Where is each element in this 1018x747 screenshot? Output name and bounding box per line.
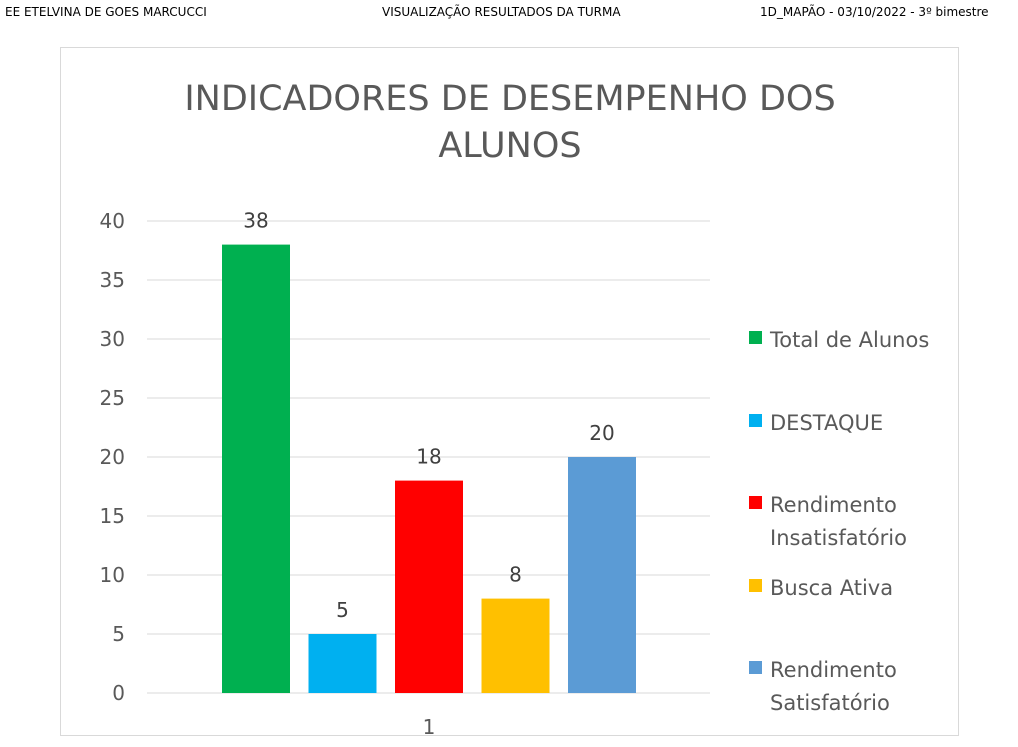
y-tick-label: 10 <box>100 563 125 587</box>
legend-swatch <box>749 414 762 427</box>
data-label: 20 <box>589 421 614 445</box>
legend-label: Total de Alunos <box>769 328 929 352</box>
y-tick-label: 0 <box>112 681 125 705</box>
bar-chart: INDICADORES DE DESEMPENHO DOS ALUNOS 0 5 10 1… <box>100 79 930 737</box>
chart-title-line: INDICADORES DE DESEMPENHO DOS <box>184 79 835 119</box>
legend-label: Rendimento <box>770 658 897 682</box>
y-tick-label: 5 <box>112 622 125 646</box>
legend-label: DESTAQUE <box>770 411 883 435</box>
y-tick-label: 20 <box>100 445 125 469</box>
legend-label: Insatisfatório <box>770 526 907 550</box>
data-label: 5 <box>336 598 349 622</box>
y-tick-label: 25 <box>100 386 125 410</box>
chart-container: INDICADORES DE DESEMPENHO DOS ALUNOS 0 5 10 1… <box>60 47 959 737</box>
x-category-label: 1 <box>423 715 436 737</box>
legend-label: Busca Ativa <box>770 576 893 600</box>
bar-rendimento-insatisfat-rio <box>395 480 463 693</box>
bar-rendimento-satisfat-rio <box>568 457 636 693</box>
legend-swatch <box>749 661 762 674</box>
y-tick-label: 15 <box>100 504 125 528</box>
legend-swatch <box>749 331 762 344</box>
data-label: 18 <box>416 445 441 469</box>
bar-total-de-alunos <box>222 244 290 693</box>
header-view-title: VISUALIZAÇÃO RESULTADOS DA TURMA <box>382 5 621 19</box>
y-tick-label: 30 <box>100 327 125 351</box>
header-report-info: 1D_MAPÃO - 03/10/2022 - 3º bimestre <box>760 5 989 19</box>
chart-title-line: ALUNOS <box>438 126 581 166</box>
bar-destaque <box>308 634 377 693</box>
legend-label: Rendimento <box>770 493 897 517</box>
legend-swatch <box>749 496 762 509</box>
y-tick-label: 40 <box>100 209 125 233</box>
data-label: 38 <box>243 209 268 233</box>
legend-swatch <box>749 579 762 592</box>
data-label: 8 <box>509 563 522 587</box>
y-tick-label: 35 <box>100 268 125 292</box>
bar-busca-ativa <box>481 598 550 693</box>
header-school-name: EE ETELVINA DE GOES MARCUCCI <box>5 5 207 19</box>
legend-label: Satisfatório <box>770 691 890 715</box>
